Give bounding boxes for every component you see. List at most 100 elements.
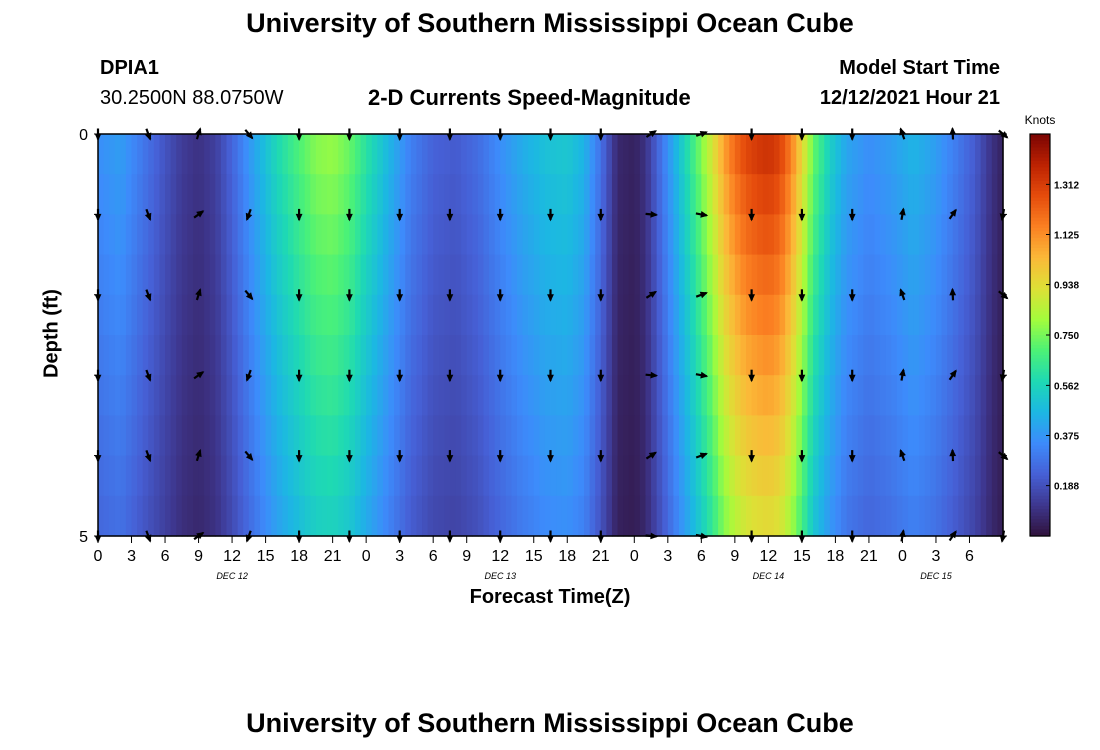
heatmap-cell: [142, 214, 149, 256]
heatmap-cell: [516, 214, 524, 256]
heatmap-cell: [975, 214, 982, 256]
heatmap-cell: [701, 134, 708, 175]
heatmap-cell: [785, 294, 792, 336]
arrow-head: [144, 293, 152, 302]
heatmap-cell: [706, 294, 714, 336]
arrow-head: [245, 373, 253, 382]
heatmap-cell: [740, 415, 747, 457]
heatmap-cell: [963, 375, 971, 416]
heatmap-cell: [729, 254, 736, 296]
heatmap-cell: [712, 214, 719, 256]
heatmap-cell: [433, 134, 440, 175]
heatmap-cell: [394, 294, 401, 336]
heatmap-cell: [656, 455, 663, 497]
heatmap-cell: [114, 415, 121, 457]
heatmap-cell: [678, 294, 686, 336]
heatmap-cell: [556, 495, 563, 537]
heatmap-cell: [327, 495, 334, 537]
colorbar-swatch: [1030, 150, 1050, 155]
heatmap-cell: [634, 375, 641, 416]
heatmap-cell: [550, 254, 557, 296]
heatmap-cell: [874, 214, 881, 256]
heatmap-cell: [366, 294, 373, 336]
heatmap-cell: [550, 495, 557, 537]
colorbar-swatch: [1030, 428, 1050, 433]
heatmap-cell: [762, 455, 769, 497]
heatmap-cell: [634, 174, 641, 215]
heatmap-cell: [840, 174, 848, 215]
heatmap-cell: [868, 134, 876, 175]
heatmap-cell: [232, 214, 239, 256]
arrow-head: [798, 374, 806, 383]
direction-arrow: [597, 450, 605, 463]
heatmap-cell: [494, 174, 501, 215]
heatmap-cell: [198, 294, 205, 336]
heatmap-cell: [165, 134, 172, 175]
heatmap-cell: [516, 495, 524, 537]
heatmap-cell: [394, 214, 401, 256]
heatmap-cell: [913, 455, 920, 497]
arrow-head: [496, 455, 504, 463]
heatmap-cell: [606, 174, 613, 215]
colorbar-tick-label: 0.938: [1054, 281, 1079, 292]
colorbar-swatch: [1030, 492, 1050, 497]
direction-arrow: [645, 371, 658, 379]
heatmap-cell: [528, 495, 535, 537]
heatmap-cell: [98, 335, 105, 376]
heatmap-cell: [863, 415, 870, 457]
heatmap-cell: [137, 495, 144, 537]
colorbar-swatch: [1030, 499, 1050, 504]
heatmap-cell: [120, 415, 127, 457]
heatmap-cell: [913, 254, 920, 296]
heatmap-cell: [388, 134, 395, 175]
heatmap-cell: [723, 335, 730, 376]
heatmap-cell: [740, 375, 747, 416]
heatmap-cell: [98, 495, 105, 537]
heatmap-cell: [785, 415, 792, 457]
heatmap-cell: [243, 134, 250, 175]
heatmap-cell: [343, 134, 350, 175]
heatmap-cell: [371, 495, 378, 537]
arrow-head: [597, 294, 605, 302]
heatmap-cell: [265, 174, 272, 215]
heatmap-cell: [332, 134, 339, 175]
heatmap-cell: [489, 335, 496, 376]
colorbar-swatch: [1030, 495, 1050, 500]
heatmap-cell: [293, 415, 300, 457]
arrow-head: [949, 369, 957, 378]
heatmap-cell: [701, 254, 708, 296]
heatmap-cell: [572, 495, 580, 537]
colorbar-swatch: [1030, 505, 1050, 510]
heatmap-cell: [153, 415, 161, 457]
heatmap-cell: [902, 294, 909, 336]
heatmap-cell: [986, 134, 993, 175]
heatmap-cell: [109, 455, 116, 497]
direction-arrow: [748, 369, 755, 383]
heatmap-cell: [226, 134, 233, 175]
direction-arrow: [899, 449, 906, 462]
heatmap-cell: [114, 455, 121, 497]
heatmap-cell: [394, 134, 401, 175]
heatmap-cell: [528, 214, 535, 256]
heatmap-cell: [684, 415, 691, 457]
arrow-head: [648, 291, 657, 298]
heatmap-cell: [941, 294, 948, 336]
heatmap-cell: [237, 134, 244, 175]
colorbar-swatch: [1030, 412, 1050, 416]
heatmap-cell: [382, 455, 390, 497]
heatmap-cell: [254, 294, 261, 336]
heatmap-cell: [617, 254, 624, 296]
colorbar-swatch: [1030, 321, 1050, 326]
heatmap-cell: [237, 214, 244, 256]
heatmap-cell: [287, 254, 295, 296]
heatmap-cell: [438, 335, 445, 376]
heatmap-cell: [187, 415, 194, 457]
colorbar-swatch: [1030, 268, 1050, 272]
heatmap-cell: [762, 375, 769, 416]
heatmap-cell: [773, 134, 781, 175]
heatmap-cell: [282, 214, 289, 256]
heatmap-cell: [260, 294, 267, 336]
heatmap-cell: [192, 214, 200, 256]
heatmap-cell: [176, 455, 183, 497]
heatmap-cell: [768, 134, 775, 175]
